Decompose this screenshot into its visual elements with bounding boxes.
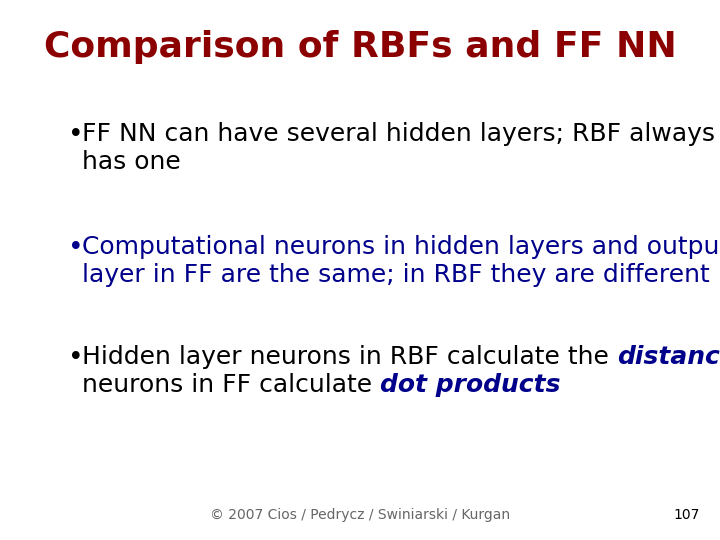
- Text: layer in FF are the same; in RBF they are different: layer in FF are the same; in RBF they ar…: [82, 263, 710, 287]
- Text: Hidden layer neurons in RBF calculate the: Hidden layer neurons in RBF calculate th…: [82, 345, 617, 369]
- Text: •: •: [68, 122, 84, 148]
- Text: Computational neurons in hidden layers and output: Computational neurons in hidden layers a…: [82, 235, 720, 259]
- Text: •: •: [68, 235, 84, 261]
- Text: FF NN can have several hidden layers; RBF always: FF NN can have several hidden layers; RB…: [82, 122, 715, 146]
- Text: distance: distance: [617, 345, 720, 369]
- Text: neurons in FF calculate: neurons in FF calculate: [82, 373, 380, 397]
- Text: dot products: dot products: [380, 373, 561, 397]
- Text: •: •: [68, 345, 84, 371]
- Text: © 2007 Cios / Pedrycz / Swiniarski / Kurgan: © 2007 Cios / Pedrycz / Swiniarski / Kur…: [210, 508, 510, 522]
- Text: has one: has one: [82, 150, 181, 174]
- Text: Comparison of RBFs and FF NN: Comparison of RBFs and FF NN: [44, 30, 676, 64]
- Text: 107: 107: [674, 508, 700, 522]
